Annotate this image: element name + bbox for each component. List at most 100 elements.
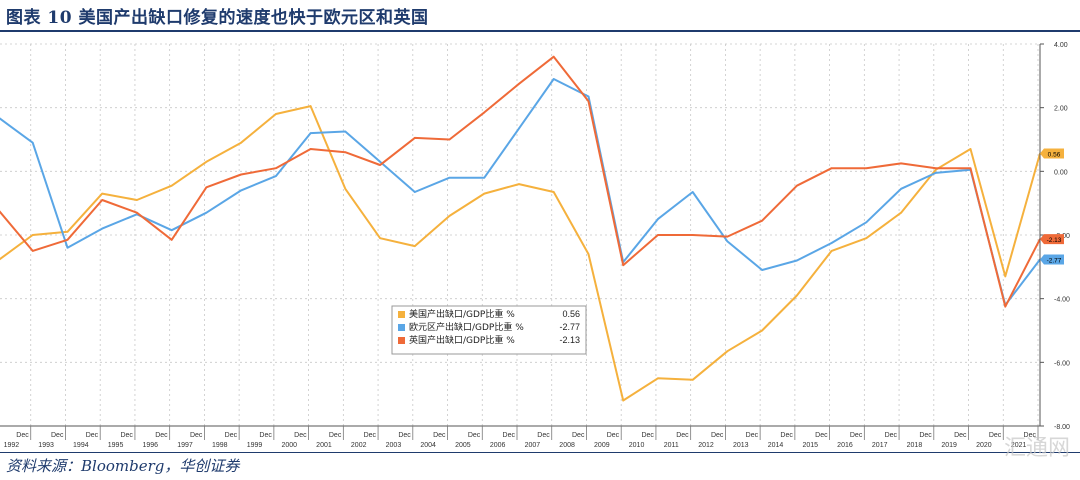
x-tick-label: 1999 bbox=[247, 442, 263, 449]
x-tick-label: 2009 bbox=[594, 442, 610, 449]
data-point bbox=[657, 218, 659, 220]
data-point bbox=[309, 105, 312, 107]
badge-label: -2.77 bbox=[1047, 258, 1062, 265]
y-tick-label: -4.00 bbox=[1054, 297, 1070, 304]
badge-shape bbox=[1040, 234, 1064, 245]
data-point bbox=[587, 95, 590, 98]
data-point bbox=[657, 377, 659, 380]
data-point bbox=[865, 221, 868, 224]
data-point bbox=[830, 250, 833, 252]
data-point bbox=[170, 184, 173, 187]
x-tick-prefix: Dec bbox=[51, 432, 64, 439]
x-tick-prefix: Dec bbox=[641, 432, 654, 439]
data-point bbox=[275, 167, 277, 169]
x-tick-prefix: Dec bbox=[885, 432, 898, 439]
data-point bbox=[796, 184, 798, 187]
title-rule bbox=[0, 30, 1080, 32]
data-point bbox=[483, 176, 486, 179]
x-tick-prefix: Dec bbox=[468, 432, 481, 439]
legend-label: 欧元区产出缺口/GDP比重 % bbox=[409, 321, 524, 333]
data-point bbox=[691, 234, 694, 236]
y-tick-label: -8.00 bbox=[1054, 424, 1070, 431]
data-point bbox=[309, 148, 312, 150]
x-tick-prefix: Dec bbox=[503, 432, 516, 439]
x-tick-label: 2011 bbox=[664, 442, 679, 449]
x-tick-label: 1994 bbox=[73, 442, 89, 449]
data-point bbox=[587, 100, 590, 103]
legend-value: 0.56 bbox=[562, 309, 580, 319]
y-tick-label: 4.00 bbox=[1054, 42, 1068, 49]
legend-label: 美国产出缺口/GDP比重 % bbox=[409, 308, 515, 320]
data-point bbox=[240, 141, 242, 144]
data-point bbox=[31, 141, 34, 144]
data-point bbox=[796, 294, 798, 297]
x-tick-label: 2020 bbox=[976, 442, 992, 449]
x-tick-prefix: Dec bbox=[259, 432, 272, 439]
data-point bbox=[657, 234, 659, 236]
x-tick-prefix: Dec bbox=[225, 432, 238, 439]
x-tick-label: 2008 bbox=[559, 442, 575, 449]
data-point bbox=[900, 188, 902, 190]
x-tick-prefix: Dec bbox=[190, 432, 203, 439]
x-tick-prefix: Dec bbox=[433, 432, 446, 439]
data-point bbox=[761, 329, 763, 332]
data-point bbox=[900, 162, 902, 165]
x-tick-prefix: Dec bbox=[711, 432, 724, 439]
data-point bbox=[101, 227, 103, 230]
data-point bbox=[865, 167, 868, 169]
badge-label: 0.56 bbox=[1048, 152, 1061, 159]
x-tick-prefix: Dec bbox=[398, 432, 411, 439]
data-point bbox=[691, 191, 694, 193]
footer-rule bbox=[0, 452, 1080, 453]
last-value-badge: -2.13 bbox=[1040, 234, 1064, 245]
legend-value: -2.77 bbox=[559, 322, 580, 332]
data-point bbox=[448, 176, 451, 179]
data-point bbox=[518, 127, 520, 130]
x-tick-label: 1997 bbox=[177, 442, 193, 449]
data-point bbox=[414, 245, 416, 247]
y-tick-label: -6.00 bbox=[1054, 360, 1070, 367]
data-point bbox=[1004, 275, 1007, 278]
data-point bbox=[205, 211, 208, 214]
data-point bbox=[622, 399, 624, 402]
data-point bbox=[344, 151, 347, 154]
data-point bbox=[66, 231, 69, 233]
data-point bbox=[448, 215, 451, 217]
data-point bbox=[205, 160, 208, 163]
data-point bbox=[518, 183, 520, 185]
data-point bbox=[726, 240, 729, 243]
data-point bbox=[309, 132, 312, 134]
badge-shape bbox=[1040, 254, 1064, 265]
legend-swatch bbox=[398, 324, 405, 331]
data-point bbox=[552, 191, 555, 193]
data-point bbox=[935, 167, 937, 169]
data-point bbox=[379, 237, 381, 239]
data-point bbox=[379, 164, 381, 166]
x-tick-prefix: Dec bbox=[850, 432, 863, 439]
x-tick-prefix: Dec bbox=[86, 432, 99, 439]
legend-value: -2.13 bbox=[559, 335, 580, 345]
data-point bbox=[344, 188, 347, 190]
data-point bbox=[830, 167, 833, 169]
data-point bbox=[761, 219, 763, 222]
data-point bbox=[31, 250, 34, 252]
y-tick-label: 0.00 bbox=[1054, 169, 1068, 176]
x-tick-label: 1998 bbox=[212, 442, 228, 449]
x-tick-prefix: Dec bbox=[537, 432, 550, 439]
data-point bbox=[275, 113, 277, 115]
x-tick-label: 2021 bbox=[1011, 442, 1027, 449]
data-point bbox=[518, 82, 520, 85]
data-point bbox=[66, 246, 69, 249]
data-point bbox=[170, 238, 173, 241]
x-tick-label: 1996 bbox=[143, 442, 159, 449]
y-axis: 4.002.000.00-2.00-4.00-6.00-8.00 bbox=[1039, 42, 1070, 431]
data-point bbox=[414, 137, 416, 139]
data-point bbox=[414, 191, 416, 193]
x-tick-label: 2014 bbox=[768, 442, 784, 449]
data-point bbox=[240, 173, 242, 176]
data-point bbox=[865, 237, 868, 239]
data-point bbox=[935, 168, 937, 171]
x-tick-prefix: Dec bbox=[1024, 432, 1037, 439]
x-tick-prefix: Dec bbox=[155, 432, 168, 439]
legend-swatch bbox=[398, 337, 405, 344]
